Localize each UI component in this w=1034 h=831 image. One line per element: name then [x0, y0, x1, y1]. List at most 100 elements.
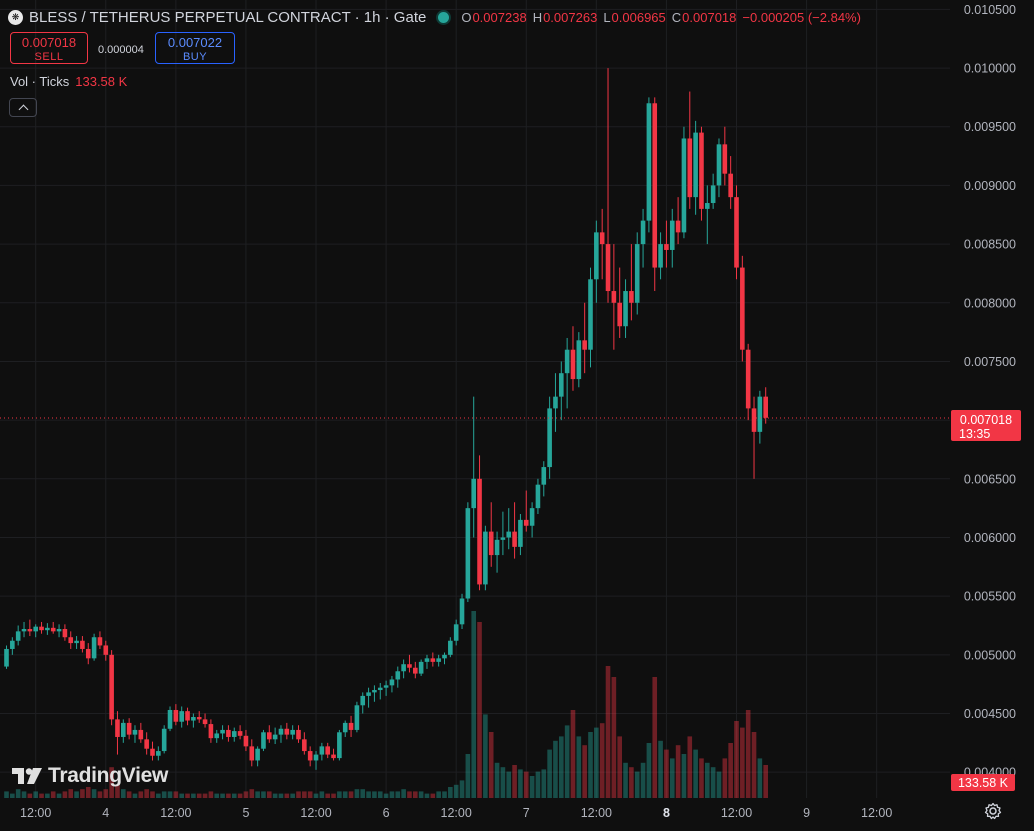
candle-body [214, 733, 220, 739]
volume-bar [477, 622, 482, 798]
candle-body [319, 746, 325, 755]
volume-bar [138, 791, 144, 798]
candle-body [559, 373, 564, 397]
volume-bar [313, 793, 319, 798]
volume-bar [115, 784, 120, 798]
close-label: C [671, 9, 682, 25]
candle-body [91, 637, 97, 659]
candle-body [383, 685, 389, 688]
buy-button[interactable]: 0.007022 BUY [155, 32, 235, 64]
volume-bar [734, 721, 739, 798]
volume-bar [442, 791, 447, 798]
candle-body [85, 648, 91, 659]
candle-body [529, 508, 535, 526]
candle-body [658, 244, 663, 268]
volume-bar [97, 791, 103, 798]
volume-bar [407, 791, 412, 798]
volume-bar [348, 791, 354, 798]
low-label: L [603, 9, 611, 25]
volume-bar [214, 793, 220, 798]
candle-body [553, 396, 558, 409]
candle-body [617, 302, 622, 327]
candle-body [325, 746, 330, 755]
volume-bar [605, 666, 611, 798]
volume-bar [33, 791, 38, 798]
volume-bar [710, 767, 716, 798]
candle-body [699, 132, 704, 209]
last-volume-label: 133.58 K [958, 776, 1009, 790]
candle-body [763, 396, 768, 418]
volume-bar [290, 793, 295, 798]
volume-bar [716, 771, 722, 798]
candle-body [372, 690, 377, 693]
price-tick-label: 0.005500 [964, 590, 1016, 604]
symbol-logo-icon: ❋ [8, 9, 23, 25]
candle-body [290, 729, 295, 735]
volume-bar [681, 754, 687, 798]
volume-bar [272, 793, 278, 798]
candle-body [62, 629, 68, 638]
candle-body [740, 267, 745, 350]
price-axis[interactable]: 0.010500 0.010000 0.009500 0.009000 0.008500… [951, 3, 1021, 791]
market-status-icon[interactable] [438, 11, 450, 23]
candle-body [97, 637, 103, 646]
volume-bar [302, 791, 307, 798]
symbol-legend: ❋ BLESS / TETHERUS PERPETUAL CONTRACT · … [8, 6, 861, 28]
candle-body [307, 751, 313, 761]
candle-body [161, 728, 167, 752]
candle-body [109, 654, 114, 720]
volume-bar [395, 791, 401, 798]
price-tick-label: 0.006000 [964, 531, 1016, 545]
volume-bar [559, 736, 564, 798]
chevron-up-icon [18, 104, 28, 114]
candle-body [681, 138, 687, 233]
volume-bar [132, 793, 138, 798]
volume-bar [547, 749, 552, 798]
time-axis[interactable]: 12:00 4 12:00 5 12:00 6 12:00 7 12:00 8 12:00 9 12:0… [20, 806, 892, 820]
last-price-label: 0.007018 [960, 413, 1012, 427]
volume-bar [506, 771, 512, 798]
candle-body [255, 748, 260, 761]
tradingview-logo: TradingView [12, 764, 168, 788]
candle-body [243, 735, 249, 747]
candle-body [226, 729, 231, 737]
volume-bar [582, 745, 587, 798]
candle-body [541, 467, 547, 485]
candles [4, 68, 768, 770]
candle-body [377, 687, 383, 691]
candle-body [570, 349, 576, 380]
candle-body [56, 629, 62, 632]
price-tick-label: 0.010000 [964, 62, 1016, 76]
gear-icon[interactable] [984, 802, 1002, 820]
volume-bar [424, 793, 430, 798]
last-volume-badge [951, 774, 1015, 791]
candle-body [272, 734, 278, 740]
candle-body [138, 729, 144, 740]
candle-body [80, 640, 85, 649]
volume-bar [465, 754, 471, 798]
sell-button[interactable]: 0.007018 SELL [10, 32, 88, 64]
volume-legend[interactable]: Vol · Ticks 133.58 K [10, 74, 127, 89]
candle-body [231, 731, 237, 737]
candle-body [74, 640, 79, 644]
volume-bar [418, 791, 424, 798]
time-tick-label: 8 [663, 806, 670, 820]
volume-bar [255, 791, 260, 798]
candle-body [348, 722, 354, 730]
candle-body [302, 739, 307, 752]
collapse-legend-button[interactable] [9, 98, 37, 117]
volume-bar [658, 740, 663, 798]
volume-bar [570, 710, 576, 798]
candle-body [103, 645, 109, 655]
candle-body [745, 349, 751, 409]
symbol-title[interactable]: BLESS / TETHERUS PERPETUAL CONTRACT · 1h… [29, 8, 427, 26]
volume-bar [751, 732, 757, 798]
candle-body [512, 531, 517, 547]
volume-bar [401, 789, 406, 798]
last-price-badge [951, 410, 1021, 442]
time-tick-label: 12:00 [721, 806, 752, 820]
candle-body [436, 658, 441, 662]
candle-body [757, 396, 763, 432]
volume-bar [652, 677, 658, 798]
